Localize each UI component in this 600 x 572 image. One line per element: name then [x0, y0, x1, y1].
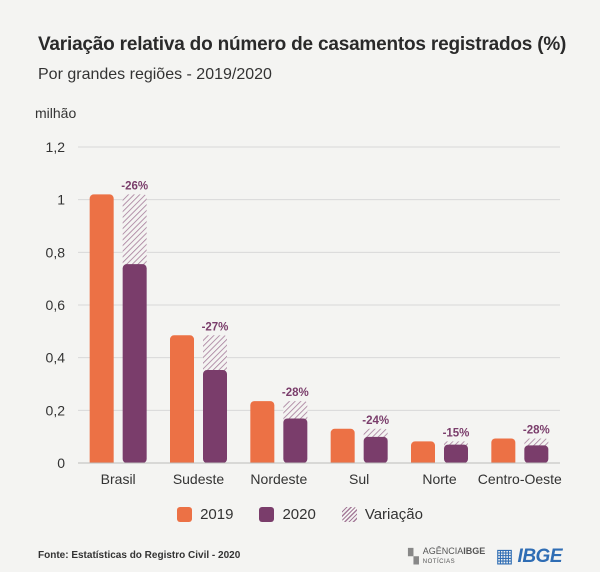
y-tick-label: 0 — [57, 455, 65, 471]
legend-item-variacao: Variação — [341, 506, 423, 523]
legend-label-2019: 2019 — [200, 506, 234, 523]
baseline-mask — [410, 463, 469, 470]
legend-label-2020: 2020 — [282, 506, 316, 523]
variation-labels: -26% -27% -28% -24% -15% -28% — [121, 180, 550, 439]
ibge-map-icon: ▚ — [408, 548, 419, 564]
grid-lines — [78, 146, 560, 464]
legend: 2019 2020 Variação — [0, 506, 600, 523]
bar-2020 — [363, 436, 388, 463]
y-tick-label: 0,6 — [46, 297, 66, 313]
bar-variacao — [203, 335, 227, 375]
bars — [78, 194, 560, 470]
variation-label: -27% — [202, 321, 229, 333]
y-tick-label: 0,2 — [46, 402, 66, 418]
y-axis-label: milhão — [35, 105, 77, 121]
baseline-mask — [490, 463, 550, 470]
variation-label: -28% — [282, 387, 309, 399]
bar-variacao — [283, 401, 308, 423]
x-tick-label: Sudeste — [173, 471, 225, 487]
brand-logos: ▚ AGÊNCIAIBGE NOTÍCIAS ▦ IBGE — [408, 545, 563, 568]
baseline-mask — [329, 463, 389, 470]
y-tick-label: 1,2 — [46, 139, 66, 155]
chart-subtitle: Por grandes regiões - 2019/2020 — [38, 66, 272, 83]
legend-swatch-variacao — [341, 507, 357, 522]
x-tick-label: Norte — [422, 471, 456, 487]
y-tick-labels: 0 0,2 0,4 0,6 0,8 1 1,2 — [46, 139, 66, 471]
bar-2020 — [444, 444, 468, 463]
variation-label: -24% — [362, 415, 389, 427]
y-tick-label: 0,4 — [46, 350, 66, 366]
ibge-logo-icon: ▦ — [495, 546, 513, 567]
chart-title: Variação relativa do número de casamento… — [38, 34, 567, 55]
bar-2020 — [283, 418, 308, 463]
legend-item-2019: 2019 — [177, 506, 233, 523]
x-tick-label: Centro-Oeste — [478, 471, 562, 487]
source-footnote: Fonte: Estatísticas do Registro Civil - … — [38, 550, 241, 561]
baseline-mask — [169, 463, 228, 470]
agencia-label: AGÊNCIA — [422, 545, 464, 556]
x-tick-label: Sul — [349, 471, 369, 487]
bar-2019 — [89, 194, 114, 467]
agencia-text: AGÊNCIAIBGE NOTÍCIAS — [422, 545, 486, 567]
bar-2019 — [411, 441, 435, 467]
agencia-ibge-label: IBGE — [463, 545, 486, 556]
variation-label: -15% — [443, 427, 470, 439]
ibge-logo: ▦ IBGE — [495, 545, 562, 568]
ibge-logo-text: IBGE — [517, 546, 563, 567]
legend-label-variacao: Variação — [364, 506, 423, 523]
bar-2019 — [491, 438, 516, 467]
legend-item-2020: 2020 — [259, 506, 316, 523]
y-tick-label: 1 — [57, 192, 65, 208]
bar-2019 — [330, 428, 355, 467]
bar-chart: 0 0,2 0,4 0,6 0,8 1 1,2 Brasil Sudeste Nordeste S… — [46, 139, 563, 487]
baseline-mask — [88, 463, 148, 470]
bar-variacao — [122, 194, 147, 269]
bar-2020 — [203, 370, 227, 463]
x-tick-labels: Brasil Sudeste Nordeste Sul Norte Centro-Oest… — [101, 471, 562, 487]
bar-2020 — [524, 445, 549, 463]
bar-2019 — [170, 335, 194, 467]
y-tick-label: 0,8 — [46, 244, 66, 260]
bar-2020 — [122, 264, 147, 463]
legend-swatch-2020 — [259, 507, 275, 522]
baseline-mask — [249, 463, 309, 470]
agencia-ibge-logo: ▚ AGÊNCIAIBGE NOTÍCIAS — [408, 545, 486, 567]
bar-2019 — [250, 401, 275, 467]
variation-label: -26% — [121, 180, 148, 192]
x-tick-label: Brasil — [101, 471, 136, 487]
legend-swatch-2019 — [177, 507, 193, 522]
x-tick-label: Nordeste — [250, 471, 307, 487]
agencia-sub-label: NOTÍCIAS — [422, 558, 456, 565]
variation-label: -28% — [523, 425, 550, 437]
